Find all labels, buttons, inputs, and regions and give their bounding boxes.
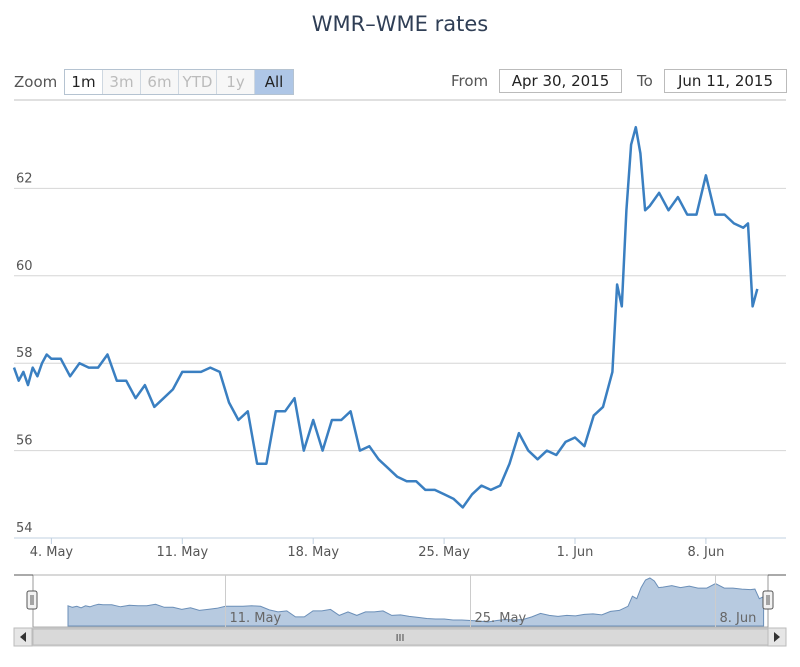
- navigator-left-handle[interactable]: [26, 590, 38, 610]
- chart-title: WMR–WME rates: [311, 12, 489, 36]
- navigator-series-area: [67, 577, 765, 627]
- y-tick-label: 60: [16, 259, 33, 274]
- x-axis-labels: 4. May 11. May 18. May 25. May 1. Jun 8. Jun: [30, 538, 724, 560]
- y-tick-label: 56: [16, 434, 33, 449]
- scrollbar-grip-icon: III: [396, 633, 405, 644]
- grid-lines: [14, 187, 786, 452]
- y-axis-labels: 54 56 58 60 62: [16, 171, 33, 536]
- zoom-3m-button[interactable]: 3m: [103, 70, 141, 94]
- navigator-tick-label: 25. May: [475, 611, 527, 626]
- from-label: From: [451, 72, 489, 90]
- zoom-1y-button[interactable]: 1y: [217, 70, 255, 94]
- y-tick-label: 62: [16, 171, 33, 186]
- x-tick-label: 11. May: [156, 545, 208, 560]
- zoom-label: Zoom: [14, 73, 58, 91]
- from-date-input[interactable]: [499, 69, 622, 93]
- x-tick-label: 18. May: [287, 545, 339, 560]
- to-label: To: [637, 72, 653, 90]
- series-line: [12, 125, 759, 509]
- y-tick-label: 54: [16, 521, 33, 536]
- zoom-button-group: 1m 3m 6m YTD 1y All: [64, 69, 294, 95]
- x-tick-label: 1. Jun: [557, 545, 594, 560]
- navigator-tick-label: 11. May: [230, 611, 282, 626]
- x-tick-label: 4. May: [30, 545, 74, 560]
- y-tick-label: 58: [16, 346, 33, 361]
- zoom-all-button[interactable]: All: [255, 70, 293, 94]
- navigator-x-axis: 11. May 25. May 8. Jun: [225, 575, 757, 627]
- zoom-ytd-button[interactable]: YTD: [179, 70, 217, 94]
- scroll-left-arrow-icon: [20, 632, 26, 642]
- x-tick-label: 25. May: [418, 545, 470, 560]
- scroll-right-arrow-icon: [774, 632, 780, 642]
- navigator-tick-label: 8. Jun: [720, 611, 757, 626]
- scrollbar-thumb[interactable]: [32, 628, 769, 646]
- to-date-input[interactable]: [664, 69, 787, 93]
- navigator[interactable]: 11. May 25. May 8. Jun: [14, 574, 786, 628]
- x-tick-label: 8. Jun: [687, 545, 724, 560]
- navigator-right-handle[interactable]: [762, 590, 774, 610]
- zoom-6m-button[interactable]: 6m: [141, 70, 179, 94]
- zoom-1m-button[interactable]: 1m: [65, 70, 103, 94]
- scrollbar[interactable]: III: [13, 627, 787, 647]
